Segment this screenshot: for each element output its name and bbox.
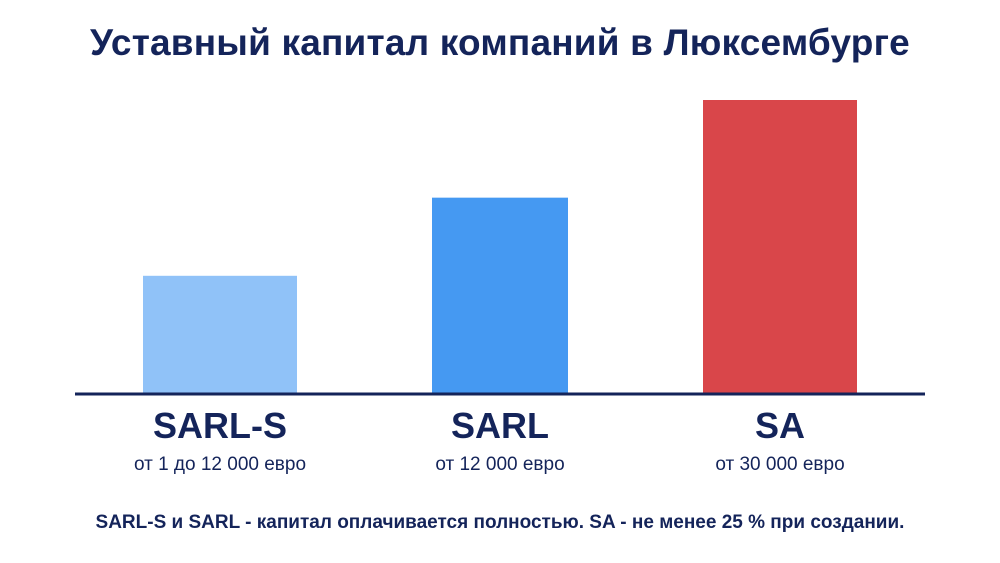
bars-group bbox=[143, 100, 857, 393]
value-label-sa: от 30 000 евро bbox=[715, 454, 844, 475]
labels-group: SARL-S от 1 до 12 000 евро SARL от 12 000 е… bbox=[134, 405, 845, 475]
bar-sarl-s bbox=[143, 275, 297, 393]
category-label-sa: SA bbox=[755, 405, 805, 446]
bar-sa bbox=[703, 100, 857, 393]
value-label-sarl: от 12 000 евро bbox=[435, 454, 564, 475]
bar-chart: SARL-S от 1 до 12 000 евро SARL от 12 000 е… bbox=[75, 100, 925, 475]
bar-sarl bbox=[432, 197, 568, 393]
category-label-sarl: SARL bbox=[451, 405, 549, 446]
footnote: SARL-S и SARL - капитал оплачивается пол… bbox=[95, 512, 905, 533]
value-label-sarl-s: от 1 до 12 000 евро bbox=[134, 454, 306, 475]
category-label-sarl-s: SARL-S bbox=[153, 405, 287, 446]
chart-title: Уставный капитал компаний в Люксембурге bbox=[90, 22, 910, 63]
